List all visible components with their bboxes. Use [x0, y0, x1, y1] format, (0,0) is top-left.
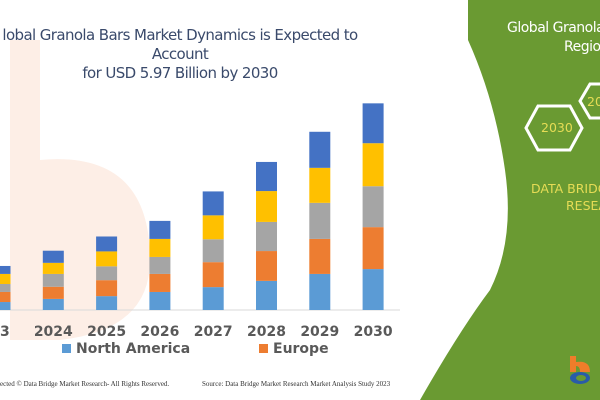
bar-segment-2030-series-4 [362, 103, 384, 144]
bar-segment-23-series-4 [0, 265, 11, 274]
bar-segment-2026-series-0 [149, 291, 171, 310]
legend-swatch-north-america [62, 344, 71, 353]
legend-item-north-america: North America [62, 341, 190, 357]
bar-segment-2026-series-1 [149, 273, 171, 292]
x-tick-label-2029: 2029 [300, 324, 339, 340]
x-tick-label-2030: 2030 [354, 324, 393, 340]
bar-segment-2029-series-3 [309, 167, 331, 203]
brand-logo [570, 356, 590, 384]
x-tick-label-2025: 2025 [87, 324, 126, 340]
x-tick-label-2024: 2024 [34, 324, 73, 340]
bar-segment-2030-series-3 [362, 143, 384, 187]
bar-segment-23-series-3 [0, 273, 11, 284]
legend-label-europe: Europe [273, 341, 329, 357]
legend-swatch-europe [259, 344, 268, 353]
bar-segment-2028-series-3 [256, 191, 277, 222]
legend-item-europe: Europe [259, 341, 329, 357]
bar-segment-2027-series-0 [202, 287, 224, 310]
hex-label-2: 20 [587, 94, 600, 109]
bar-segment-2024-series-4 [42, 250, 64, 263]
source-text: Source: Data Bridge Market Research Mark… [202, 380, 391, 388]
side-brand-line-2: RESEA [566, 198, 600, 213]
side-panel-shape [420, 0, 600, 400]
hex-label-2030: 2030 [541, 120, 573, 135]
x-tick-label-2027: 2027 [194, 324, 233, 340]
bar-segment-2030-series-1 [362, 227, 384, 270]
bar-segment-2025-series-2 [96, 266, 118, 281]
x-tick-label-23: 23 [0, 324, 10, 340]
chart-title-line-1: lobal Granola Bars Market Dynamics is Ex… [2, 26, 358, 63]
bar-segment-23-series-1 [0, 291, 11, 303]
bar-segment-2024-series-1 [42, 286, 64, 299]
bar-segment-2027-series-2 [202, 239, 224, 263]
side-brand-line-1: DATA BRIDG [531, 181, 600, 196]
hexagon-2031 [578, 82, 600, 120]
hexagon-2030 [524, 104, 584, 152]
chart-title-line-2: for USD 5.97 Billion by 2030 [82, 64, 278, 82]
bar-segment-23-series-0 [0, 302, 11, 310]
bar-segment-2030-series-2 [362, 186, 384, 228]
side-heading-line-2: Region [564, 39, 600, 55]
bar-segment-2027-series-1 [202, 262, 224, 288]
bar-segment-2026-series-2 [149, 256, 171, 274]
bar-segment-2027-series-4 [202, 191, 224, 216]
bar-segment-2025-series-0 [96, 296, 118, 310]
bar-segment-2025-series-3 [96, 251, 118, 267]
bar-segment-2029-series-4 [309, 131, 331, 168]
bar-segment-2028-series-2 [256, 221, 277, 252]
bar-segment-2024-series-2 [42, 273, 64, 287]
bar-segment-2029-series-0 [309, 273, 331, 310]
bar-segment-2028-series-1 [256, 251, 277, 281]
bar-segment-2025-series-4 [96, 236, 118, 252]
copyright-text: ected © Data Bridge Market Research- All… [0, 380, 170, 388]
x-tick-label-2028: 2028 [247, 324, 286, 340]
bar-segment-2024-series-3 [42, 262, 64, 274]
chart-title: lobal Granola Bars Market Dynamics is Ex… [0, 26, 380, 83]
bar-segment-2024-series-0 [42, 298, 64, 310]
bar-segment-2028-series-0 [256, 280, 277, 310]
bar-segment-2027-series-3 [202, 215, 224, 240]
bar-segment-2026-series-4 [149, 220, 171, 239]
bar-segment-2029-series-2 [309, 202, 331, 239]
side-heading-line-1: Global Granola [507, 20, 600, 36]
bar-segment-2025-series-1 [96, 280, 118, 297]
bar-segment-2029-series-1 [309, 238, 331, 274]
legend-label-north-america: North America [76, 341, 191, 357]
x-tick-label-2026: 2026 [140, 324, 179, 340]
bar-segment-2030-series-0 [362, 269, 384, 310]
bar-segment-2026-series-3 [149, 238, 171, 257]
bar-segment-2028-series-4 [256, 161, 277, 192]
stacked-bar-chart: 23 2024 2025 2026 2027 2028 2029 2030 [0, 103, 400, 340]
bar-segment-23-series-2 [0, 283, 11, 292]
